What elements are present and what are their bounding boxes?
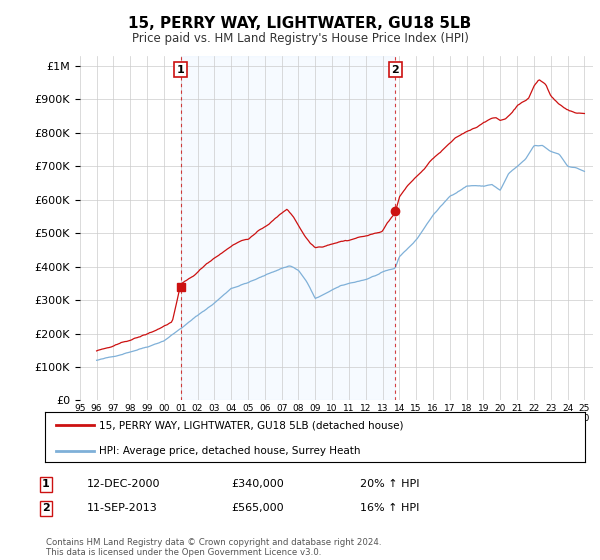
Text: £565,000: £565,000 [231,503,284,514]
Text: 02
20: 02 20 [192,404,203,423]
Text: 11-SEP-2013: 11-SEP-2013 [87,503,158,514]
Text: 2: 2 [42,503,49,514]
Text: 09
20: 09 20 [310,404,321,423]
Text: 20
20: 20 20 [494,404,506,423]
Text: 22
20: 22 20 [528,404,539,423]
Text: 97
19: 97 19 [107,404,119,423]
Text: 13
20: 13 20 [377,404,388,423]
Text: 19
20: 19 20 [478,404,489,423]
Text: 99
19: 99 19 [142,404,153,423]
Text: 15, PERRY WAY, LIGHTWATER, GU18 5LB (detached house): 15, PERRY WAY, LIGHTWATER, GU18 5LB (det… [99,420,404,430]
Text: 1: 1 [42,479,49,489]
Text: 15, PERRY WAY, LIGHTWATER, GU18 5LB: 15, PERRY WAY, LIGHTWATER, GU18 5LB [128,16,472,31]
Text: 05
20: 05 20 [242,404,254,423]
Text: 98
19: 98 19 [125,404,136,423]
Text: 1: 1 [177,64,185,74]
Text: Price paid vs. HM Land Registry's House Price Index (HPI): Price paid vs. HM Land Registry's House … [131,32,469,45]
Text: 03
20: 03 20 [209,404,220,423]
Text: 95
19: 95 19 [74,404,86,423]
Text: 00
20: 00 20 [158,404,170,423]
Text: 25
20: 25 20 [579,404,590,423]
Text: 01
20: 01 20 [175,404,187,423]
Text: 11
20: 11 20 [343,404,355,423]
Text: 21
20: 21 20 [511,404,523,423]
Text: 15
20: 15 20 [410,404,422,423]
Text: Contains HM Land Registry data © Crown copyright and database right 2024.
This d: Contains HM Land Registry data © Crown c… [46,538,381,557]
Text: 18
20: 18 20 [461,404,472,423]
Text: 12
20: 12 20 [360,404,371,423]
Text: 12-DEC-2000: 12-DEC-2000 [87,479,161,489]
Text: 07
20: 07 20 [276,404,287,423]
Text: 2: 2 [391,64,399,74]
Text: 10
20: 10 20 [326,404,338,423]
Text: 16
20: 16 20 [427,404,439,423]
Text: 06
20: 06 20 [259,404,271,423]
Text: 14
20: 14 20 [394,404,405,423]
Text: 16% ↑ HPI: 16% ↑ HPI [360,503,419,514]
Text: 08
20: 08 20 [293,404,304,423]
Text: £340,000: £340,000 [231,479,284,489]
Text: HPI: Average price, detached house, Surrey Heath: HPI: Average price, detached house, Surr… [99,446,361,456]
Bar [181,56,395,400]
Text: 24
20: 24 20 [562,404,573,423]
Text: 20% ↑ HPI: 20% ↑ HPI [360,479,419,489]
Text: 17
20: 17 20 [444,404,455,423]
Text: 23
20: 23 20 [545,404,556,423]
Text: 96
19: 96 19 [91,404,103,423]
Text: 04
20: 04 20 [226,404,237,423]
